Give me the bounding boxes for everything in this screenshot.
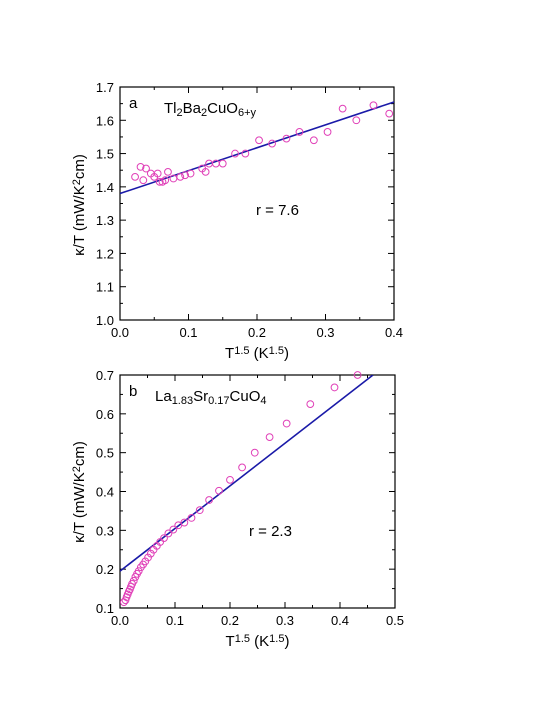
data-point	[369, 101, 378, 110]
data-point	[169, 525, 178, 534]
data-point	[153, 169, 162, 178]
y-tick-label: 0.5	[96, 446, 114, 461]
y-tick-label: 0.3	[96, 523, 114, 538]
data-point	[187, 514, 196, 522]
data-point	[306, 400, 315, 409]
data-point	[136, 162, 145, 171]
y-tick-label: 0.1	[96, 601, 114, 616]
data-point	[181, 171, 189, 180]
y-tick-label: 0.4	[96, 485, 114, 500]
data-point	[164, 529, 173, 538]
data-point	[241, 149, 250, 158]
plot-frame	[119, 374, 396, 609]
data-point	[131, 172, 139, 181]
y-tick-label: 1.2	[96, 246, 114, 261]
chart-panel-a: 0.0 0.1 0.2 0.3 0.4 1.0 1.1 1.2 1.3 1.4 1.5 1.6 1.7 T…	[71, 80, 403, 362]
fit-line	[120, 375, 374, 572]
y-axis-label: κ/T (mW/K2cm)	[71, 441, 88, 543]
data-point	[218, 159, 227, 168]
x-axis-label: T1.5 (K1.5)	[225, 345, 289, 362]
data-point	[255, 136, 263, 145]
data-point	[146, 549, 155, 558]
x-tick-label: 0.0	[111, 613, 129, 628]
panel-letter: b	[129, 383, 137, 400]
x-tick-label: 0.3	[316, 325, 334, 340]
y-tick-label: 0.7	[96, 368, 114, 383]
annotation-r: r = 7.6	[256, 202, 299, 219]
y-tick-label: 0.6	[96, 407, 114, 422]
x-tick-label: 0.4	[331, 613, 349, 628]
y-tick-label: 0.2	[96, 562, 114, 577]
data-point	[238, 463, 247, 472]
data-point	[186, 169, 195, 178]
data-point	[180, 518, 189, 527]
x-tick-label: 0.4	[385, 325, 403, 340]
x-tick-label: 0.2	[248, 325, 266, 340]
data-point	[201, 167, 210, 176]
y-tick-label: 1.3	[96, 213, 114, 228]
data-point	[176, 172, 185, 181]
y-tick-label: 1.7	[96, 80, 114, 95]
compound-label: Tl2Ba2CuO6+y	[164, 100, 256, 119]
data-point	[155, 177, 164, 186]
y-tick-label: 1.5	[96, 147, 114, 162]
data-point	[323, 128, 332, 136]
y-tick-label: 1.6	[96, 113, 114, 128]
data-point	[195, 506, 204, 515]
data-point	[160, 534, 168, 542]
data-point	[353, 371, 362, 379]
data-point	[338, 104, 347, 113]
panel-letter: a	[129, 95, 138, 112]
chart-panel-b: 0.0 0.1 0.2 0.3 0.4 0.50.10.20.30.40.50.60.7T…	[71, 368, 404, 650]
data-point	[231, 149, 239, 158]
data-point	[141, 557, 150, 566]
x-tick-label: 0.5	[386, 613, 404, 628]
data-point	[134, 567, 143, 576]
data-point	[129, 576, 138, 585]
data-point	[282, 134, 291, 143]
data-point	[137, 563, 145, 572]
data-point	[330, 383, 339, 392]
data-point	[295, 128, 304, 136]
data-point	[139, 176, 148, 185]
data-point	[265, 433, 274, 442]
x-tick-label: 0.1	[179, 325, 197, 340]
data-point	[205, 496, 214, 504]
data-point	[268, 139, 276, 148]
annotation-r: r = 2.3	[249, 523, 292, 540]
data-point	[250, 448, 259, 457]
data-point	[309, 136, 318, 145]
y-tick-label: 1.1	[96, 280, 114, 295]
fit-line	[120, 101, 394, 195]
data-point	[215, 486, 223, 495]
y-tick-label: 1.4	[96, 180, 114, 195]
data-point	[142, 164, 150, 173]
data-point	[226, 475, 234, 484]
x-axis-label: T1.5 (K1.5)	[226, 633, 290, 650]
data-point	[164, 167, 172, 176]
y-tick-label: 1.0	[96, 313, 114, 328]
data-point	[282, 419, 291, 428]
x-tick-label: 0.0	[111, 325, 129, 340]
data-point	[352, 116, 361, 125]
compound-label: La1.83Sr0.17CuO4	[155, 388, 267, 407]
x-tick-label: 0.1	[166, 613, 184, 628]
data-point	[161, 176, 170, 185]
data-point	[144, 553, 152, 562]
data-point	[385, 109, 394, 118]
x-tick-label: 0.2	[221, 613, 239, 628]
y-axis-label: κ/T (mW/K2cm)	[71, 154, 88, 256]
x-tick-label: 0.3	[276, 613, 294, 628]
